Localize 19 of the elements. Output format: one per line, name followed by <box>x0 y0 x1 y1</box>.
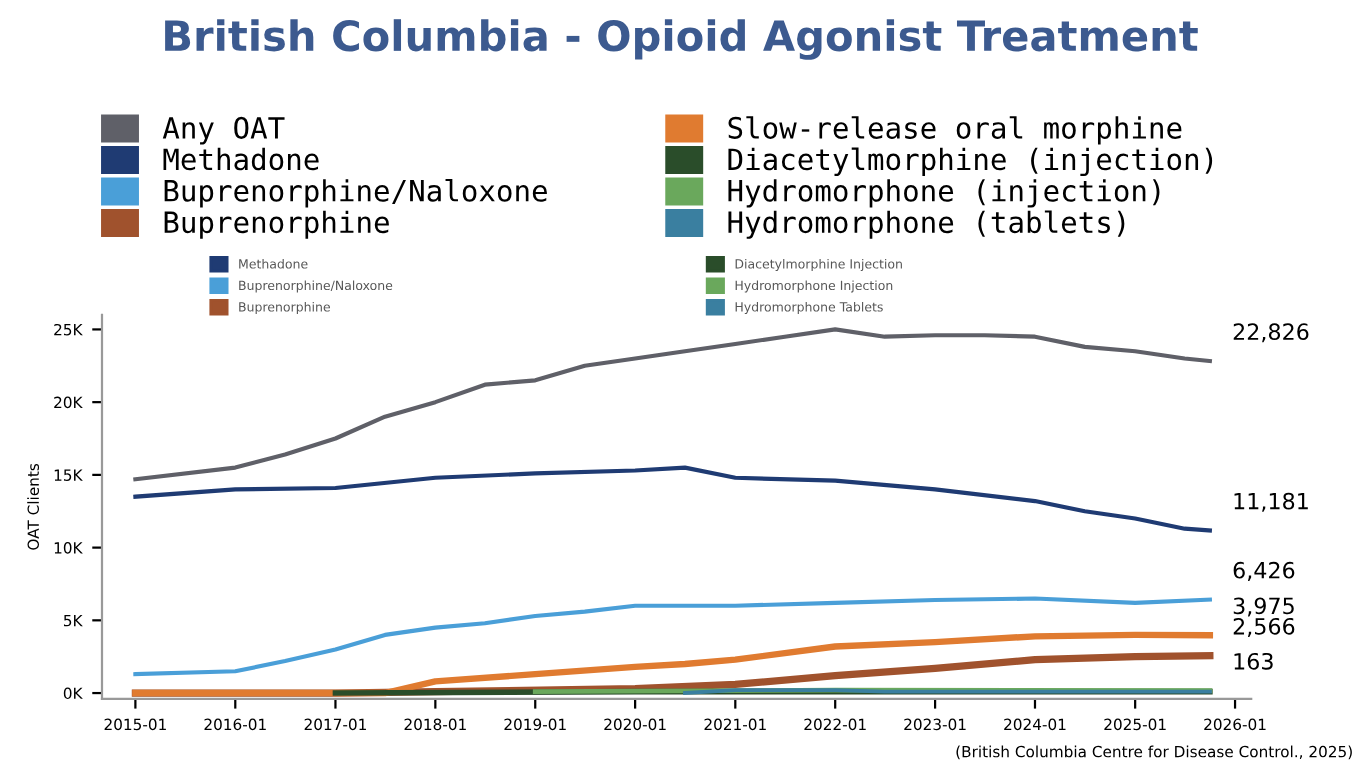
data-label: 163 <box>1234 652 1273 670</box>
data-label: 11,181 <box>1234 492 1308 512</box>
legend-label: Any OAT <box>162 116 285 145</box>
legend-label: Hydromorphone (tablets) <box>728 210 1125 239</box>
data-label: 6,426 <box>1233 561 1295 581</box>
legend-label: Slow-release oral morphine <box>728 116 1182 145</box>
data-label: 3,975 <box>1233 597 1294 617</box>
data-label: 22,826 <box>1233 323 1309 343</box>
data-label: 2,566 <box>1233 617 1295 638</box>
line-series <box>132 631 1214 697</box>
legend-label: Hydromorphone (injection) <box>728 179 1160 208</box>
legend-label: Methadone <box>163 147 319 171</box>
legend-label: Buprenorphine/Naloxone <box>164 179 547 208</box>
legend-label: Buprenorphine <box>164 210 389 239</box>
legend-label: Diacetylmorphine (injection) <box>728 147 1213 176</box>
chart-title: British Columbia - Opioid Agonist Treatment <box>165 19 1198 60</box>
line-series <box>133 327 1212 482</box>
line-series <box>133 465 1212 533</box>
line-series <box>133 596 1212 677</box>
